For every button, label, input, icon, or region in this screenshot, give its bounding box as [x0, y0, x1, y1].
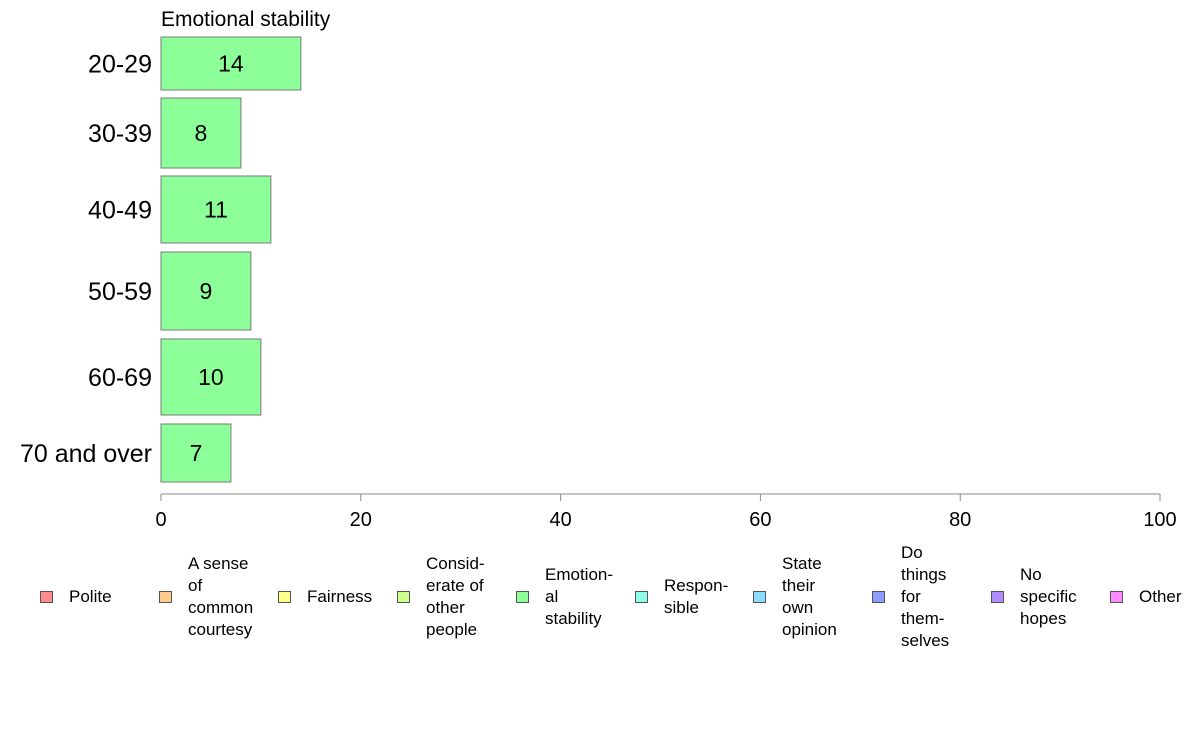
legend-label: Consid- erate of other people — [426, 554, 485, 639]
category-label: 50-59 — [88, 278, 152, 306]
bar — [160, 251, 252, 331]
legend-swatch — [40, 591, 53, 603]
category-label: 30-39 — [88, 120, 152, 148]
legend-label: Polite — [69, 587, 112, 606]
category-label: 60-69 — [88, 364, 152, 392]
category-label: 20-29 — [88, 51, 152, 79]
bar-value-label: 7 — [190, 440, 203, 466]
legend-item: No specific hopes — [991, 564, 1077, 630]
legend: Polite A sense of common courtesy Fairness… — [0, 540, 1188, 670]
bars-group: 14 8 11 9 10 7 — [160, 36, 302, 483]
legend-item: Fairness — [278, 586, 372, 608]
legend-item: Other — [1110, 586, 1182, 608]
legend-label: Fairness — [307, 587, 373, 606]
legend-item: Emotion- al stability — [516, 564, 613, 630]
x-tick-label: 20 — [350, 509, 372, 531]
legend-item: A sense of common courtesy — [159, 553, 253, 641]
legend-item: Respon- sible — [635, 575, 728, 619]
legend-swatch — [278, 591, 291, 603]
legend-swatch — [753, 591, 766, 603]
bar — [160, 36, 302, 91]
bar — [160, 338, 262, 416]
x-tick-label: 60 — [749, 509, 771, 531]
bar — [160, 97, 242, 169]
category-label: 40-49 — [88, 197, 152, 225]
legend-label: A sense of common courtesy — [188, 554, 254, 639]
x-axis: 0 20 40 60 80 100 — [155, 493, 1177, 531]
category-label: 70 and over — [20, 440, 152, 468]
legend-label: State their own opinion — [782, 554, 837, 639]
chart-title: Emotional stability — [161, 8, 331, 31]
x-tick-label: 100 — [1143, 509, 1176, 531]
legend-swatch — [872, 591, 885, 603]
x-tick-label: 80 — [949, 509, 971, 531]
legend-swatch — [516, 591, 529, 603]
category-labels: 20-29 30-39 40-49 50-59 60-69 70 and over — [20, 51, 152, 469]
legend-label: Other — [1139, 587, 1182, 606]
bar-value-label: 14 — [218, 51, 244, 77]
bar — [160, 175, 272, 244]
legend-item: Do things for them- selves — [872, 542, 949, 652]
x-tick-label: 0 — [155, 509, 166, 531]
legend-swatch — [159, 591, 172, 603]
legend-swatch — [397, 591, 410, 603]
bar-value-label: 9 — [200, 278, 213, 304]
bar-value-label: 11 — [204, 197, 228, 223]
legend-label: Respon- sible — [664, 576, 729, 617]
legend-item: Polite — [40, 586, 112, 608]
legend-label: Do things for them- selves — [901, 543, 950, 650]
legend-swatch — [635, 591, 648, 603]
bar-chart: Emotional stability 14 8 11 9 10 7 20-29 30-39… — [20, 8, 1177, 531]
legend-label: No specific hopes — [1020, 565, 1077, 628]
bar — [160, 423, 232, 483]
bar-value-label: 10 — [198, 364, 224, 390]
x-tick-label: 40 — [549, 509, 571, 531]
bar-value-label: 8 — [195, 120, 208, 146]
legend-swatch — [1110, 591, 1123, 603]
legend-label: Emotion- al stability — [545, 565, 614, 628]
legend-item: State their own opinion — [753, 553, 837, 641]
legend-swatch — [991, 591, 1004, 603]
legend-item: Consid- erate of other people — [397, 553, 485, 641]
